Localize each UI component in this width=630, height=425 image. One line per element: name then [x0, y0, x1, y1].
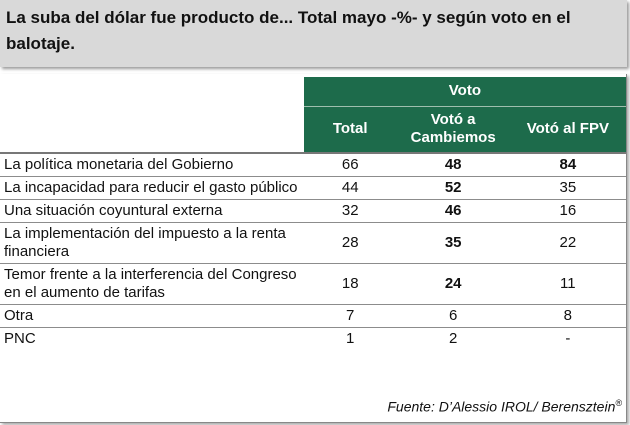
row-label: Otra [0, 304, 304, 328]
column-header-row: Total Votó a Cambiemos Votó al FPV [0, 106, 626, 153]
cell-value: 84 [509, 152, 626, 177]
table-row: La incapacidad para reducir el gasto púb… [0, 176, 626, 200]
cell-value: 16 [509, 199, 626, 223]
row-label: PNC [0, 327, 304, 350]
cell-value: 7 [303, 304, 397, 328]
cell-value: 24 [396, 263, 510, 305]
cell-value: 35 [396, 222, 510, 264]
empty-corner [0, 77, 304, 106]
row-label: Una situación coyuntural externa [0, 199, 304, 223]
table-frame [0, 74, 627, 423]
cell-value: 18 [303, 263, 397, 305]
group-header-voto: Voto [303, 77, 626, 107]
col-header-cambiemos: Votó a Cambiemos [396, 106, 510, 153]
table-row: Otra 7 6 8 [0, 304, 626, 328]
cell-value: 66 [303, 152, 397, 177]
cell-value: 11 [509, 263, 626, 305]
row-label: La implementación del impuesto a la rent… [0, 222, 304, 264]
col-header-fpv: Votó al FPV [509, 106, 626, 153]
cell-value: 48 [396, 152, 510, 177]
cell-value: 52 [396, 176, 510, 200]
results-table: Voto Total Votó a Cambiemos Votó al FPV … [0, 77, 626, 350]
source-text: Fuente: D’Alessio IROL/ Berensztein [387, 398, 616, 415]
cell-value: 44 [303, 176, 397, 200]
cell-value: 1 [303, 327, 397, 350]
row-label: La política monetaria del Gobierno [0, 152, 304, 177]
cell-value: 28 [303, 222, 397, 264]
empty-corner [0, 106, 304, 153]
col-header-total: Total [303, 106, 397, 153]
page-title: La suba del dólar fue producto de... Tot… [0, 0, 627, 67]
table-row: Temor frente a la interferencia del Cong… [0, 263, 626, 305]
cell-value: 35 [509, 176, 626, 200]
source-note: Fuente: D’Alessio IROL/ Berensztein® [387, 398, 622, 415]
cell-value: 32 [303, 199, 397, 223]
table-row: La implementación del impuesto a la rent… [0, 222, 626, 264]
cell-value: 6 [396, 304, 510, 328]
cell-value: - [509, 327, 626, 350]
cell-value: 22 [509, 222, 626, 264]
table-row: PNC 1 2- [0, 327, 626, 350]
table-row: La política monetaria del Gobierno 66 48 84 [0, 152, 626, 177]
cell-value: 8 [509, 304, 626, 328]
row-label: Temor frente a la interferencia del Cong… [0, 263, 304, 305]
table-row: Una situación coyuntural externa 32 46 16 [0, 199, 626, 223]
registered-mark: ® [615, 398, 622, 408]
group-header-row: Voto [0, 77, 626, 107]
row-label: La incapacidad para reducir el gasto púb… [0, 176, 304, 200]
cell-value: 2 [396, 327, 510, 350]
cell-value: 46 [396, 199, 510, 223]
